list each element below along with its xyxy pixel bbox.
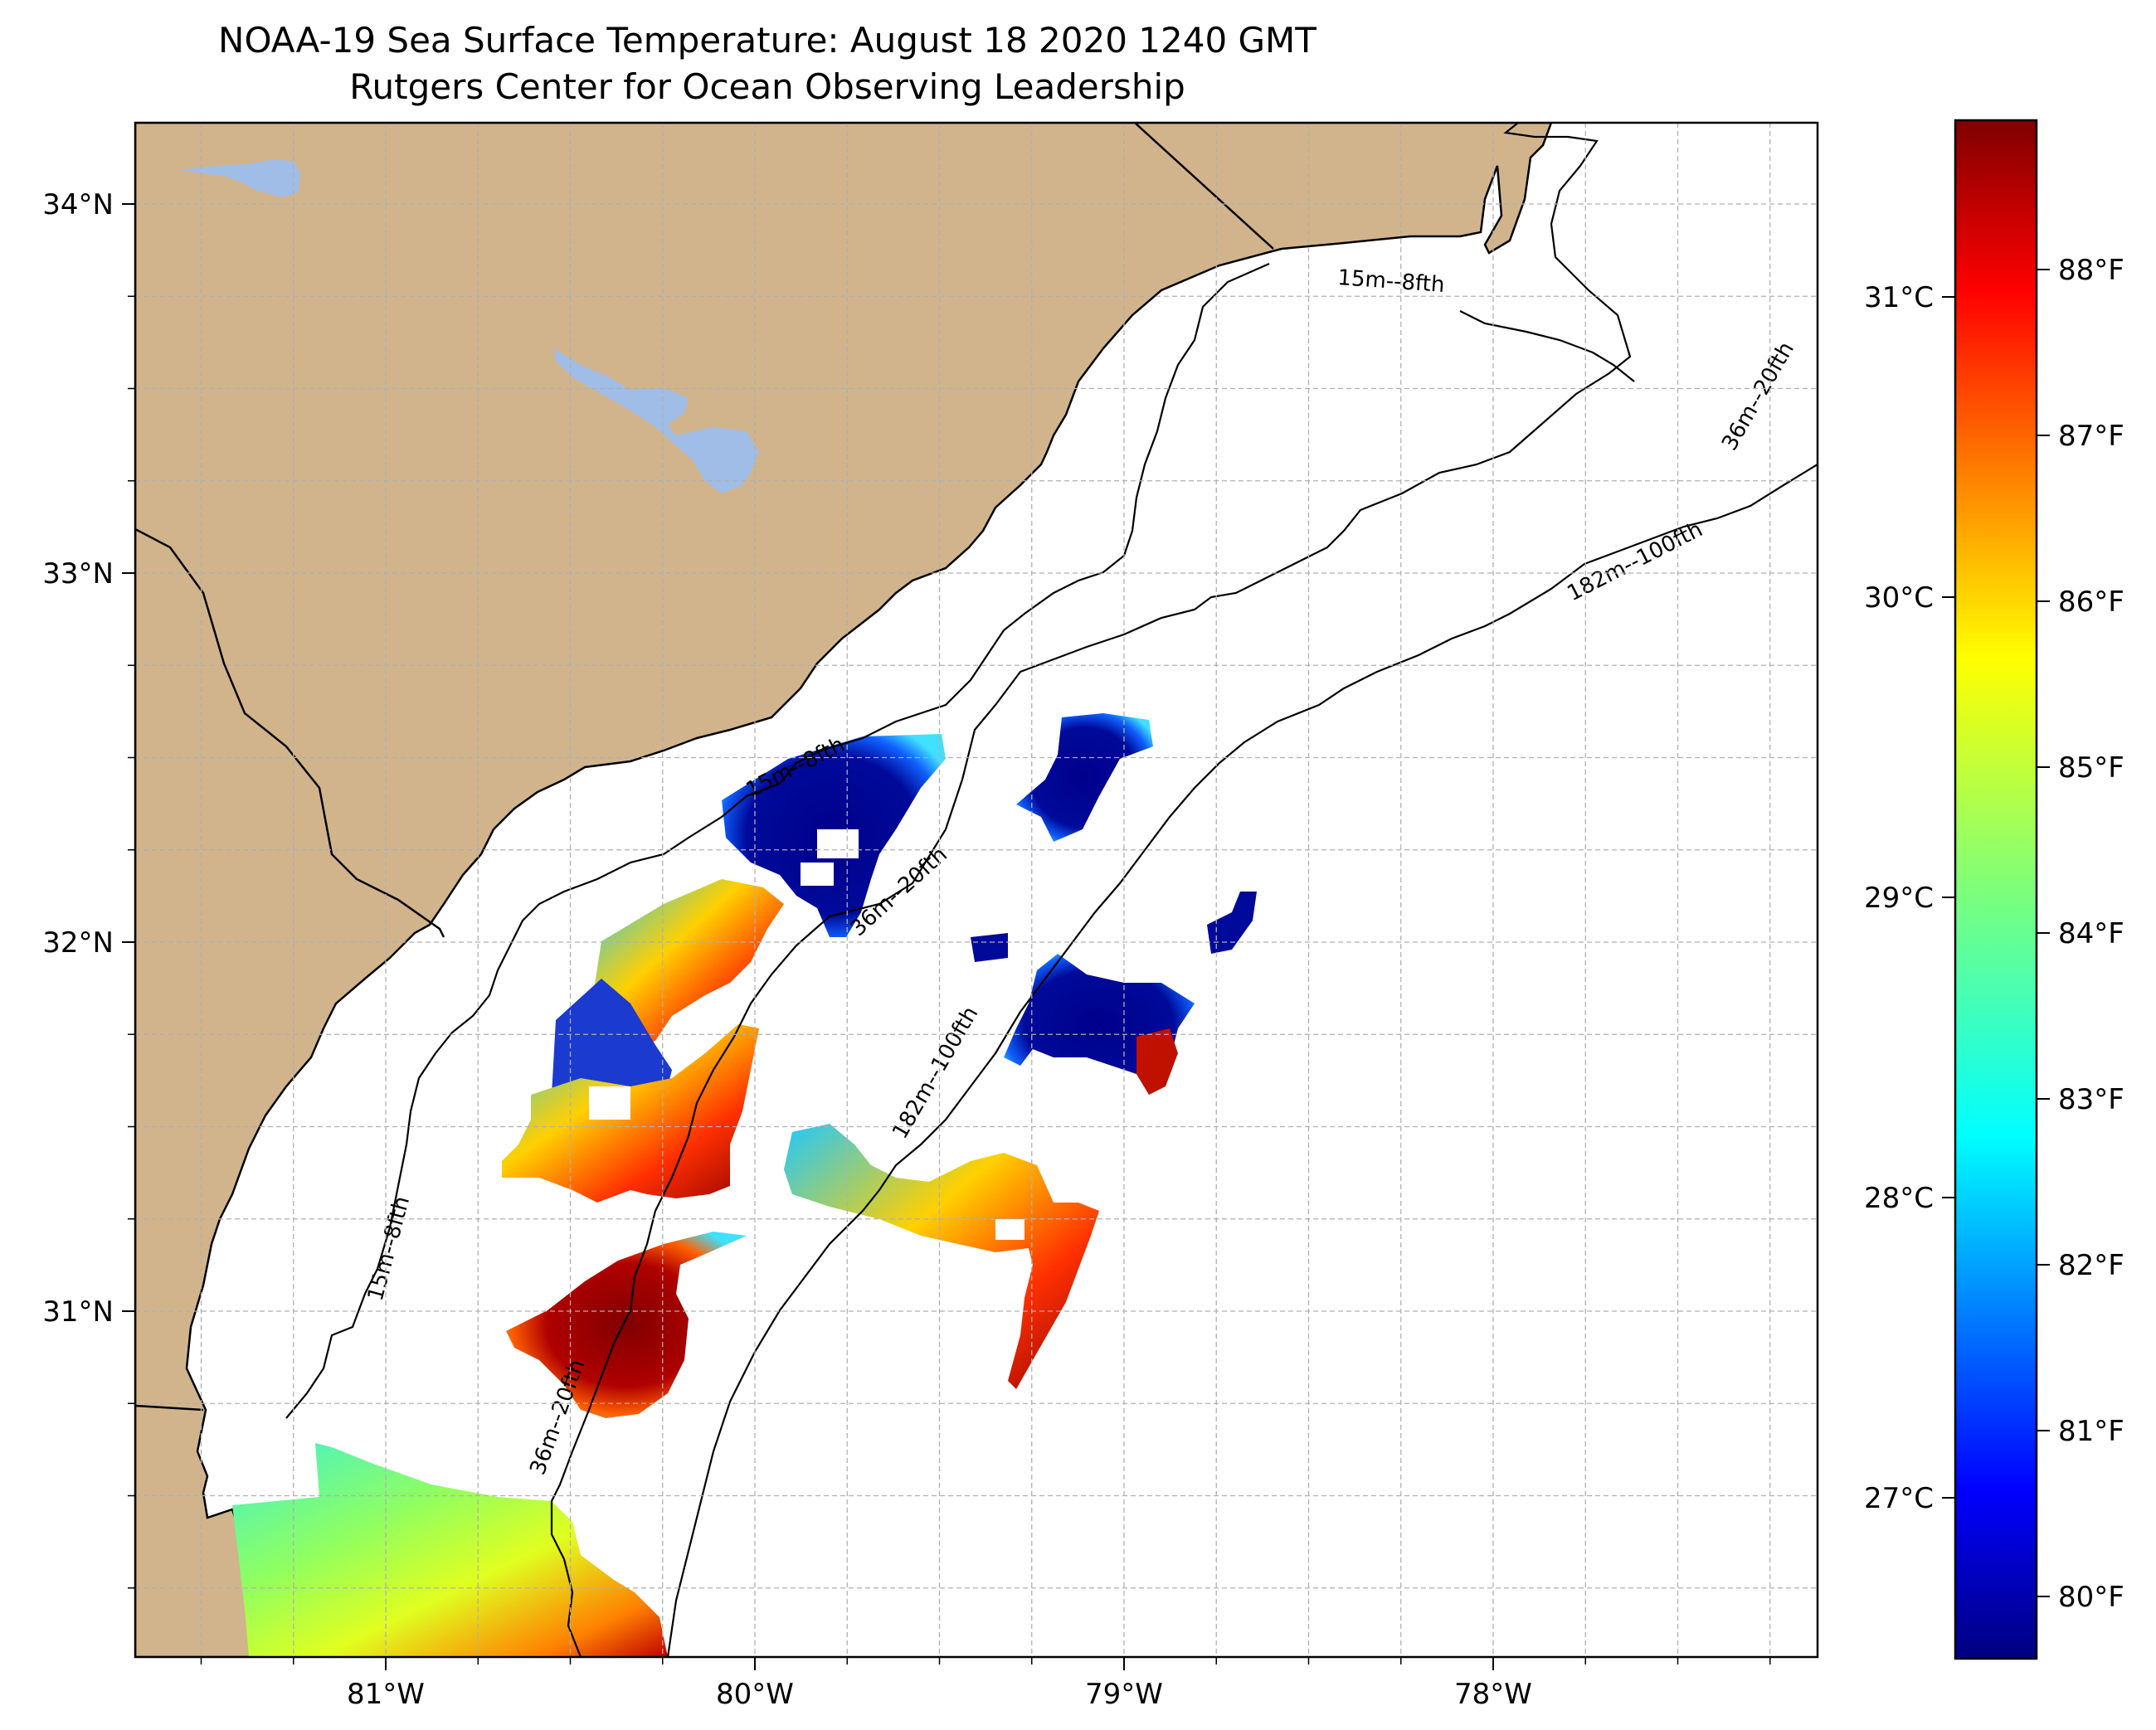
colorbar-fahrenheit-label: 81°F	[2058, 1415, 2124, 1448]
sst-patch-small-east	[1207, 892, 1257, 954]
lake-marion	[554, 348, 759, 493]
lake-small	[178, 159, 300, 197]
colorbar-gradient	[1954, 119, 2038, 1660]
isobath-15m	[285, 262, 1270, 1419]
map-subtitle: Rutgers Center for Ocean Observing Leade…	[349, 66, 1185, 107]
colorbar-celsius-label: 28°C	[1864, 1182, 1934, 1215]
lat-tick-label: 34°N	[42, 188, 114, 221]
colorbar-fahrenheit-label: 85°F	[2058, 751, 2124, 785]
lat-tick-label: 32°N	[42, 926, 114, 960]
lon-tick-label: 79°W	[1085, 1678, 1163, 1711]
state-border-ga-sc	[135, 527, 445, 938]
colorbar-fahrenheit-label: 87°F	[2058, 420, 2124, 453]
sst-data-layer	[232, 713, 1257, 1657]
lat-tick-label: 31°N	[42, 1295, 114, 1329]
colorbar-fahrenheit-label: 84°F	[2058, 917, 2124, 950]
sst-gap-2	[801, 863, 834, 886]
isobath-lines	[285, 123, 1818, 1657]
colorbar-celsius-label: 30°C	[1864, 581, 1934, 615]
colorbar-celsius-label: 27°C	[1864, 1482, 1934, 1515]
sst-patch-small-mid	[971, 933, 1008, 962]
sst-gap-3	[589, 1086, 630, 1120]
colorbar-ticks: 27°C 28°C 29°C 30°C 31°C 80°F 81°F 82°F 83°F 84°F…	[1864, 254, 2124, 1614]
sst-patch-south-shelf	[232, 1443, 668, 1657]
state-border-nc-sc	[1134, 123, 1274, 250]
lon-tick-label: 78°W	[1454, 1678, 1532, 1711]
sst-gap-4	[995, 1219, 1024, 1240]
land-mass	[135, 123, 1553, 1657]
map-title: NOAA-19 Sea Surface Temperature: August …	[218, 20, 1316, 61]
shelf-feature-ne	[1459, 310, 1635, 382]
colorbar-celsius-label: 31°C	[1864, 281, 1934, 314]
sst-patch-southeast-warm	[784, 1124, 1099, 1389]
colorbar-celsius-label: 29°C	[1864, 882, 1934, 915]
colorbar-fahrenheit-label: 80°F	[2058, 1581, 2124, 1614]
lon-tick-label: 81°W	[347, 1678, 425, 1711]
sst-patch-warm-band	[593, 879, 784, 1053]
sst-patch-east-warm-tip	[1136, 1028, 1178, 1095]
colorbar-fahrenheit-label: 86°F	[2058, 586, 2124, 619]
sst-patch-ne-cold	[1016, 713, 1153, 842]
colorbar-fahrenheit-label: 82°F	[2058, 1249, 2124, 1282]
map-axes: 81°W 80°W 79°W 78°W 34°N 33°N 32°N 31°N	[42, 188, 1771, 1711]
map-frame	[134, 121, 1819, 1659]
map-area: 15m--8fth 15m--8fth 15m--8fth 36m--20fth…	[135, 123, 1818, 1657]
sst-patch-hot-eddy	[506, 1232, 747, 1418]
sst-gap-1	[817, 829, 859, 858]
isobath-36m	[550, 123, 1632, 1657]
state-border-ga-fl	[135, 1404, 204, 1412]
colorbar: 27°C 28°C 29°C 30°C 31°C 80°F 81°F 82°F 83°F 84°F…	[1864, 119, 2124, 1660]
lat-tick-label: 33°N	[42, 557, 114, 590]
isobath-182m	[666, 464, 1818, 1657]
colorbar-fahrenheit-label: 83°F	[2058, 1083, 2124, 1116]
lon-tick-label: 80°W	[716, 1678, 794, 1711]
colorbar-fahrenheit-label: 88°F	[2058, 254, 2124, 287]
graticule-gridlines	[135, 123, 1818, 1657]
